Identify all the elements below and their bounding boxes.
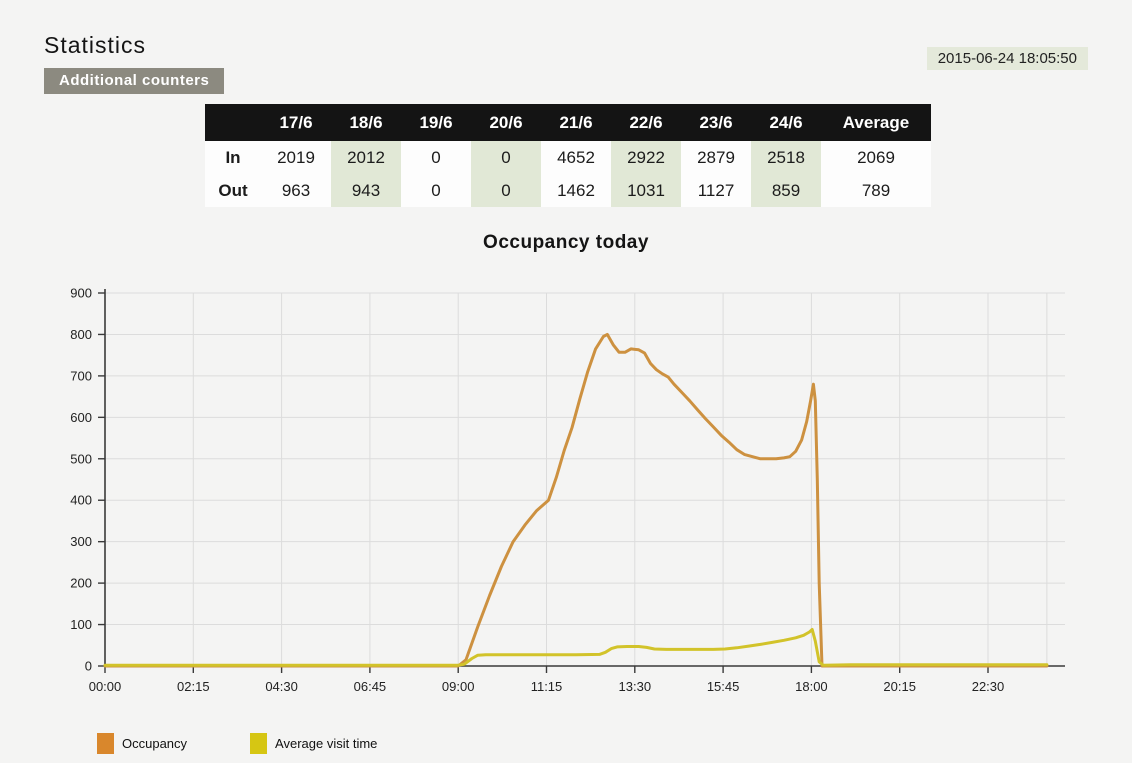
cell-out: 1127 [681, 174, 751, 207]
legend-item-occupancy: Occupancy [97, 733, 187, 754]
current-timestamp: 2015-06-24 18:05:50 [926, 47, 1088, 70]
occupancy-chart: 0 100 200 300 400 500 600 700 800 900 00:00 02:15 04… [70, 286, 1065, 694]
svg-text:15:45: 15:45 [707, 679, 740, 694]
col-header-average: Average [821, 104, 931, 141]
occupancy-swatch-icon [97, 733, 114, 754]
cell-out: 943 [331, 174, 401, 207]
svg-text:02:15: 02:15 [177, 679, 210, 694]
svg-text:20:15: 20:15 [883, 679, 916, 694]
svg-text:400: 400 [70, 493, 92, 508]
legend-label: Occupancy [122, 736, 188, 751]
cell-in: 2518 [751, 141, 821, 174]
daily-counts-table: 17/6 18/6 19/6 20/6 21/6 22/6 23/6 24/6 … [205, 104, 931, 207]
cell-out: 0 [401, 174, 471, 207]
page-title: Statistics [44, 32, 147, 58]
row-label-out: Out [205, 174, 261, 207]
cell-in: 2012 [331, 141, 401, 174]
cell-in: 2019 [261, 141, 331, 174]
cell-out-average: 789 [821, 174, 931, 207]
svg-text:0: 0 [85, 659, 92, 674]
svg-text:800: 800 [70, 327, 92, 342]
svg-text:600: 600 [70, 410, 92, 425]
svg-text:200: 200 [70, 576, 92, 591]
cell-in: 2922 [611, 141, 681, 174]
chart-legend: Occupancy Average visit time [97, 733, 377, 754]
legend-label: Average visit time [275, 736, 378, 751]
svg-text:500: 500 [70, 451, 92, 466]
chart-title: Occupancy today [483, 232, 649, 253]
cell-in-average: 2069 [821, 141, 931, 174]
svg-text:300: 300 [70, 534, 92, 549]
col-header-blank [205, 104, 261, 141]
svg-text:22:30: 22:30 [972, 679, 1005, 694]
table-row-in: In 2019 2012 0 0 4652 2922 2879 2518 206… [205, 141, 931, 174]
table-row-out: Out 963 943 0 0 1462 1031 1127 859 789 [205, 174, 931, 207]
cell-in: 2879 [681, 141, 751, 174]
col-header-date: 18/6 [331, 104, 401, 141]
cell-out: 1031 [611, 174, 681, 207]
cell-in: 0 [401, 141, 471, 174]
row-label-in: In [205, 141, 261, 174]
cell-out: 1462 [541, 174, 611, 207]
svg-text:900: 900 [70, 286, 92, 301]
table-header-row: 17/6 18/6 19/6 20/6 21/6 22/6 23/6 24/6 … [205, 104, 931, 141]
col-header-date: 22/6 [611, 104, 681, 141]
svg-text:06:45: 06:45 [354, 679, 387, 694]
average-visit-time-swatch-icon [250, 733, 268, 754]
svg-text:18:00: 18:00 [795, 679, 828, 694]
col-header-date: 21/6 [541, 104, 611, 141]
svg-text:09:00: 09:00 [442, 679, 475, 694]
svg-text:700: 700 [70, 368, 92, 383]
col-header-date: 20/6 [471, 104, 541, 141]
col-header-date: 23/6 [681, 104, 751, 141]
svg-text:00:00: 00:00 [89, 679, 122, 694]
svg-text:13:30: 13:30 [619, 679, 652, 694]
svg-text:04:30: 04:30 [265, 679, 298, 694]
col-header-date: 17/6 [261, 104, 331, 141]
col-header-date: 24/6 [751, 104, 821, 141]
cell-in: 4652 [541, 141, 611, 174]
svg-text:100: 100 [70, 617, 92, 632]
svg-text:11:15: 11:15 [531, 679, 563, 694]
col-header-date: 19/6 [401, 104, 471, 141]
cell-out: 0 [471, 174, 541, 207]
legend-item-average-visit-time: Average visit time [250, 733, 377, 754]
cell-in: 0 [471, 141, 541, 174]
additional-counters-button[interactable]: Additional counters [44, 68, 225, 94]
cell-out: 859 [751, 174, 821, 207]
cell-out: 963 [261, 174, 331, 207]
